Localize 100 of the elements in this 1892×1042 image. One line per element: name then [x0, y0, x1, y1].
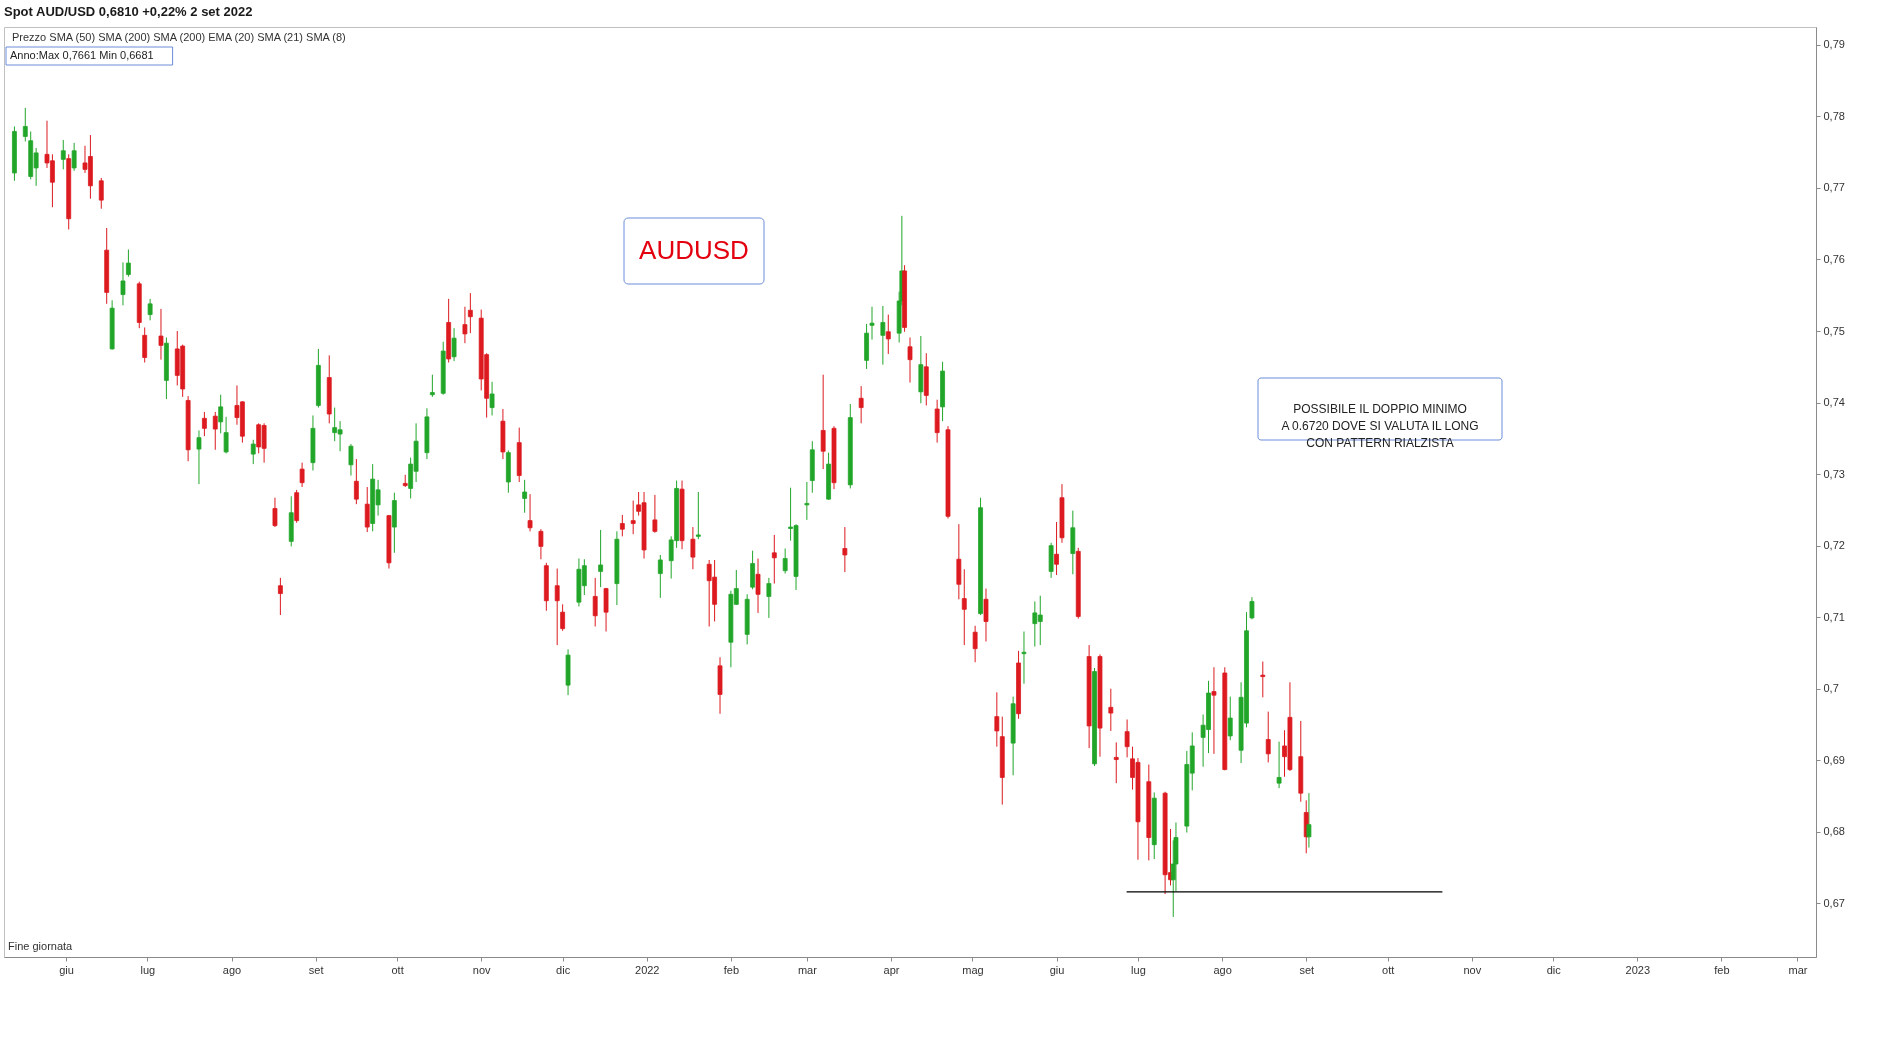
x-tick-label: giu — [59, 963, 74, 976]
candlestick — [1265, 711, 1271, 763]
x-tick-label: set — [308, 963, 324, 976]
candlestick — [766, 577, 772, 619]
candlestick — [598, 529, 604, 588]
candlestick — [538, 528, 544, 560]
candlestick — [158, 308, 164, 361]
candlestick — [934, 399, 940, 444]
candlestick — [1306, 792, 1312, 849]
candlestick — [1108, 688, 1114, 732]
candlestick — [71, 142, 77, 172]
y-tick-label: 0,71 — [1823, 610, 1845, 623]
candlestick — [353, 458, 359, 505]
candlestick — [592, 577, 598, 627]
candlestick — [603, 587, 609, 632]
candlestick — [429, 374, 435, 398]
candlestick — [202, 411, 207, 437]
x-tick-label: nov — [1463, 963, 1482, 976]
candlestick — [22, 107, 28, 142]
candlestick — [994, 691, 1000, 748]
candlestick — [126, 248, 131, 278]
x-tick-label: ott — [1382, 963, 1395, 976]
y-tick-label: 0,75 — [1823, 324, 1845, 337]
candlestick — [223, 416, 229, 454]
candlestick — [364, 486, 370, 533]
candlestick — [277, 577, 283, 616]
candlestick — [1113, 741, 1119, 784]
y-tick-label: 0,74 — [1823, 396, 1845, 409]
candlestick — [885, 314, 891, 355]
candlestick — [554, 568, 560, 646]
candlestick — [690, 526, 696, 570]
x-tick-label: lug — [140, 963, 156, 976]
candlestick — [652, 494, 658, 534]
x-tick-label: apr — [883, 963, 900, 976]
candlestick — [695, 491, 701, 540]
candlestick — [299, 462, 305, 488]
y-tick-label: 0,72 — [1823, 539, 1845, 552]
candlestick — [1260, 661, 1266, 698]
x-tick-label: nov — [472, 963, 492, 976]
candlestick — [527, 493, 533, 532]
candlestick — [272, 497, 278, 528]
y-tick-label: 0,77 — [1823, 181, 1845, 194]
y-tick-label: 0,76 — [1823, 253, 1845, 265]
candlestick — [147, 298, 153, 321]
chart-subtitle: Spot AUD/USD 0,6810 +0,22% 2 set 2022 — [4, 4, 253, 19]
x-tick-label: ago — [1213, 963, 1232, 976]
candlestick — [820, 374, 826, 470]
x-tick-label: ago — [222, 963, 242, 976]
text: AUDUSD — [639, 235, 749, 265]
candlestick — [842, 526, 848, 573]
x-tick-label: lug — [1131, 963, 1146, 976]
candlestick — [755, 558, 761, 614]
y-tick-label: 0,79 — [1823, 38, 1845, 51]
candlestick — [98, 177, 104, 210]
x-tick-label: 2022 — [635, 963, 660, 976]
x-tick-label: mar — [1788, 963, 1808, 976]
candlestick — [560, 603, 566, 632]
candlestick — [972, 625, 978, 663]
x-tick-label: giu — [1049, 963, 1065, 976]
annotation: Anno:Max 0,7661 Min 0,6681 — [10, 49, 154, 61]
x-tick-label: 2023 — [1625, 963, 1651, 976]
candlestick — [858, 385, 864, 424]
candlestick — [961, 568, 967, 646]
candlestick — [1276, 741, 1282, 789]
x-tick-label: ott — [391, 963, 404, 976]
y-tick-label: 0,67 — [1823, 896, 1845, 909]
candlestick — [196, 429, 202, 485]
candlestick — [907, 336, 913, 384]
y-tick-label: 0,7 — [1823, 682, 1839, 695]
candlestick — [1021, 631, 1027, 685]
candlestick — [348, 443, 354, 477]
candlestick — [120, 261, 126, 306]
y-tick-label: 0,68 — [1823, 825, 1845, 838]
x-tick-label: mag — [962, 963, 984, 976]
candlestick — [451, 327, 457, 362]
candlestick — [750, 550, 755, 590]
x-tick-label: dic — [1546, 963, 1562, 976]
x-tick-label: dic — [556, 963, 571, 976]
candlestick — [60, 139, 66, 170]
candlestick — [657, 554, 663, 599]
candlestick — [771, 534, 777, 585]
x-tick-label: feb — [1714, 963, 1730, 976]
y-tick-label: 0,78 — [1823, 109, 1845, 122]
candlestick — [212, 411, 218, 451]
candlestick — [522, 479, 528, 514]
candlestick — [782, 548, 788, 575]
candlestick — [869, 306, 875, 341]
candlestick — [983, 588, 989, 643]
candlestick — [619, 514, 625, 537]
candlestick — [250, 439, 256, 465]
annotation: Fine giornata — [8, 940, 74, 952]
x-tick-label: mar — [797, 963, 818, 976]
annotation: Prezzo SMA (50) SMA (200) SMA (200) EMA (20) SMA (21) SMA (8) — [12, 31, 346, 43]
candlestick — [630, 500, 636, 535]
y-tick-label: 0,73 — [1823, 467, 1845, 480]
candlestick — [142, 326, 148, 364]
candlestick — [1124, 718, 1130, 758]
y-tick-label: 0,69 — [1823, 753, 1845, 766]
candlestick — [489, 381, 495, 416]
annotation: POSSIBILE IL DOPPIO MINIMO A 0.6720 DOVE SI VALUTA IL LONG CON PATTERN RIALZISTA — [1281, 402, 1479, 450]
